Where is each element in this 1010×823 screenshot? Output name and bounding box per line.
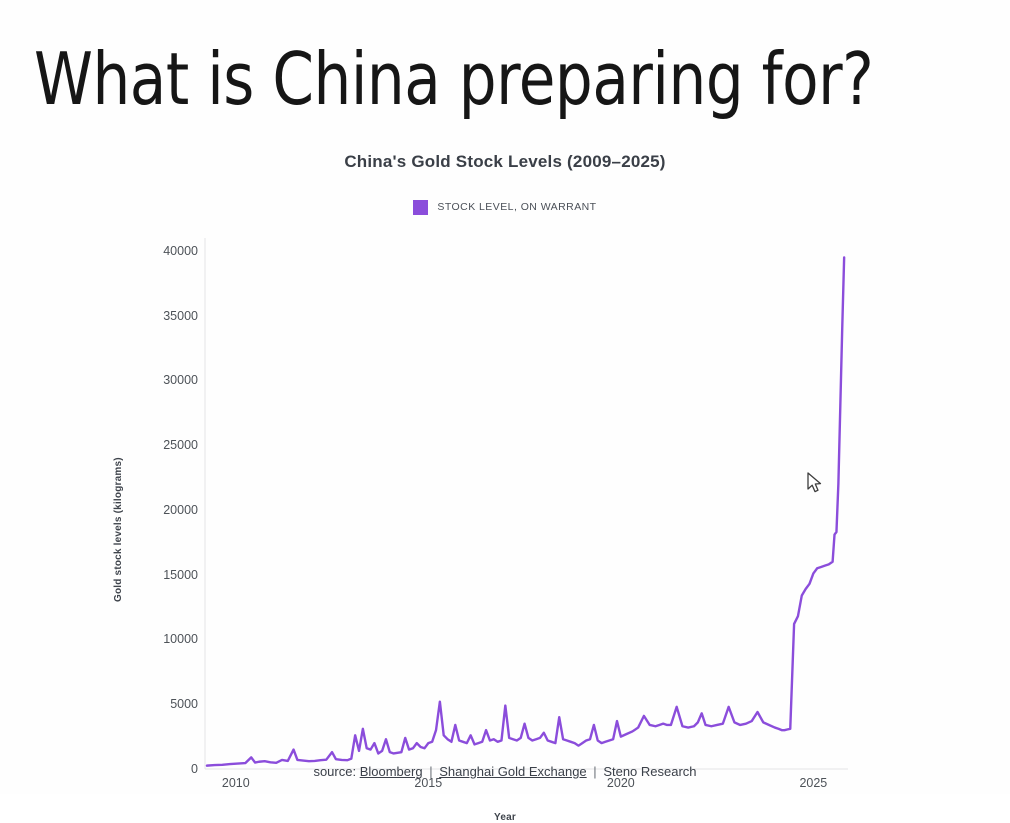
slide-canvas: What is China preparing for? China's Gol… [0, 37, 1010, 823]
x-tick-label: 2015 [414, 776, 443, 790]
x-tick-label: 2025 [799, 776, 828, 790]
source-credit: source: Bloomberg | Shanghai Gold Exchan… [0, 764, 1010, 779]
y-tick-label: 35000 [163, 308, 198, 323]
chart-figure: China's Gold Stock Levels (2009–2025) ST… [0, 150, 1010, 823]
y-tick-label: 15000 [163, 567, 198, 582]
source-prefix: source: [313, 764, 357, 779]
source-link-bloomberg[interactable]: Bloomberg [359, 764, 423, 779]
source-separator-1: | [429, 764, 433, 779]
y-tick-label: 40000 [163, 243, 198, 258]
y-tick-label: 20000 [163, 502, 198, 517]
x-axis-label: Year [494, 812, 516, 823]
y-tick-label: 25000 [163, 438, 198, 453]
y-tick-label: 5000 [170, 697, 198, 712]
x-axis-ticks: 2010 2015 2020 2025 [0, 776, 1010, 798]
chart-title: China's Gold Stock Levels (2009–2025) [344, 152, 666, 171]
source-link-shanghai-gold-exchange[interactable]: Shanghai Gold Exchange [439, 764, 587, 779]
x-tick-label: 2010 [221, 776, 250, 790]
legend-swatch-icon [413, 199, 429, 215]
legend-label: STOCK LEVEL, ON WARRANT [437, 201, 597, 213]
y-tick-label: 30000 [163, 373, 198, 388]
x-tick-label: 2020 [606, 776, 635, 790]
source-separator-2: | [593, 764, 597, 779]
page-title: What is China preparing for? [34, 37, 874, 121]
y-axis-ticks: 0 5000 10000 15000 20000 25000 30000 35000 40000 [136, 224, 198, 794]
y-tick-label: 0 [191, 762, 198, 776]
series-line-stock-level [205, 256, 846, 767]
line-chart-svg [204, 238, 848, 770]
plot-area: Gold stock levels (kilograms) 0 5000 10000… [0, 224, 1010, 823]
chart-legend: STOCK LEVEL, ON WARRANT [0, 194, 1010, 220]
y-tick-label: 10000 [163, 632, 198, 647]
source-steno-research: Steno Research [603, 764, 697, 779]
